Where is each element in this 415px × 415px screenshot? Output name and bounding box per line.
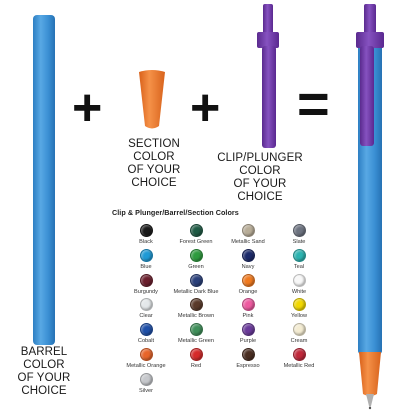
swatch-color-dot — [292, 348, 306, 361]
swatch-color-dot — [292, 273, 306, 287]
swatch-color-name: Green — [188, 263, 204, 270]
swatch-color-dot — [189, 348, 203, 361]
color-swatch-silver: Silver — [107, 372, 185, 394]
clip-caption-line-1: CLIP/PLUNGER — [217, 152, 303, 164]
clip-caption-line-4: CHOICE — [237, 191, 283, 203]
swatch-color-dot — [189, 298, 203, 312]
color-swatch-cobalt: Cobalt — [107, 323, 185, 344]
swatch-color-name: Cobalt — [137, 338, 155, 345]
color-swatch-metallic-dark-blue: Metallic Dark Blue — [157, 273, 235, 295]
color-swatch-forest-green: Forest Green — [157, 224, 235, 245]
clip-plunger-caption: CLIP/PLUNGER COLOR OF YOUR CHOICE — [214, 152, 306, 204]
swatch-color-name: Espresso — [236, 363, 260, 369]
color-swatch-navy: Navy — [209, 248, 287, 270]
swatch-color-dot — [139, 248, 153, 262]
section-caption: SECTION COLOR OF YOUR CHOICE — [116, 138, 192, 190]
swatch-color-name: Metallic Brown — [177, 313, 215, 320]
section-illustration — [139, 70, 165, 129]
color-swatch-metallic-brown: Metallic Brown — [157, 298, 235, 319]
swatch-color-name: Clear — [139, 313, 153, 320]
plus-sign-1: + — [72, 79, 103, 137]
swatch-color-name: White — [291, 288, 307, 295]
clip-caption-line-3: OF YOUR — [233, 178, 287, 190]
assembled-pen-illustration — [356, 4, 384, 410]
barrel-caption-line-2: COLOR — [23, 359, 65, 371]
swatch-color-name: Teal — [293, 263, 305, 270]
color-swatch-metallic-orange: Metallic Orange — [107, 348, 185, 369]
color-swatch-pink: Pink — [209, 298, 287, 319]
color-swatch-purple: Purple — [209, 323, 287, 344]
swatch-color-dot — [292, 248, 306, 262]
swatch-color-name: Slate — [292, 239, 306, 245]
color-swatch-red: Red — [157, 348, 235, 369]
section-caption-line-3: OF YOUR — [127, 164, 181, 176]
color-swatch-black: Black — [107, 224, 185, 245]
swatch-color-name: Blue — [140, 263, 152, 270]
swatch-color-dot — [292, 224, 306, 237]
color-swatch-teal: Teal — [260, 248, 338, 270]
swatch-color-dot — [189, 323, 203, 337]
clip-plunger-illustration — [257, 4, 279, 148]
swatch-color-dot — [189, 273, 203, 287]
color-swatch-metallic-red: Metallic Red — [260, 348, 338, 369]
swatch-color-name: Burgundy — [134, 288, 158, 295]
color-swatch-slate: Slate — [260, 224, 338, 245]
swatch-color-dot — [241, 224, 255, 237]
color-swatch-metallic-green: Metallic Green — [157, 323, 235, 344]
swatch-color-name: Metallic Sand — [231, 239, 265, 245]
swatch-color-dot — [292, 298, 306, 312]
swatch-color-name: Metallic Orange — [126, 363, 166, 369]
section-caption-line-1: SECTION — [128, 138, 180, 150]
clip-caption-line-2: COLOR — [239, 165, 281, 177]
swatch-color-name: Yellow — [291, 313, 307, 320]
swatch-color-dot — [139, 323, 153, 337]
barrel-illustration — [33, 15, 55, 345]
barrel-caption: BARREL COLOR OF YOUR CHOICE — [6, 346, 82, 398]
section-caption-line-2: COLOR — [133, 151, 175, 163]
swatch-color-name: Silver — [139, 387, 153, 394]
swatch-color-name: Metallic Dark Blue — [173, 288, 219, 295]
section-caption-line-4: CHOICE — [131, 177, 177, 189]
color-swatch-metallic-sand: Metallic Sand — [209, 224, 287, 245]
swatch-color-name: Navy — [241, 263, 255, 270]
swatch-color-dot — [139, 273, 153, 287]
swatch-color-name: Metallic Green — [177, 338, 215, 345]
swatch-color-name: Pink — [242, 313, 254, 320]
swatch-color-dot — [292, 323, 306, 337]
barrel-caption-line-1: BARREL — [20, 346, 68, 358]
swatch-color-dot — [189, 248, 203, 262]
swatch-color-dot — [241, 298, 255, 312]
swatch-color-dot — [189, 224, 203, 237]
swatch-color-name: Orange — [238, 288, 258, 295]
equals-sign: = — [297, 72, 330, 135]
swatch-color-name: Purple — [239, 338, 257, 345]
color-swatch-espresso: Espresso — [209, 348, 287, 369]
swatch-color-dot — [241, 273, 255, 287]
color-swatch-cream: Cream — [260, 323, 338, 344]
color-swatch-burgundy: Burgundy — [107, 273, 185, 295]
swatch-color-dot — [241, 248, 255, 262]
color-swatch-yellow: Yellow — [260, 298, 338, 319]
swatch-color-dot — [241, 348, 255, 361]
color-swatch-clear: Clear — [107, 298, 185, 319]
swatch-color-dot — [139, 372, 153, 386]
color-swatch-orange: Orange — [209, 273, 287, 295]
swatch-chart-title: Clip & Plunger/Barrel/Section Colors — [112, 208, 239, 217]
plus-sign-2: + — [190, 79, 221, 137]
swatch-color-name: Red — [190, 363, 202, 369]
color-swatch-green: Green — [157, 248, 235, 270]
color-swatch-white: White — [260, 273, 338, 295]
swatch-color-name: Black — [139, 239, 153, 245]
swatch-color-dot — [139, 298, 153, 312]
swatch-color-name: Cream — [290, 338, 308, 345]
swatch-color-dot — [139, 348, 153, 361]
color-swatch-blue: Blue — [107, 248, 185, 270]
swatch-color-dot — [241, 323, 255, 337]
swatch-color-name: Metallic Red — [283, 363, 315, 369]
swatch-color-name: Forest Green — [179, 239, 213, 245]
barrel-caption-line-4: CHOICE — [21, 385, 67, 397]
swatch-color-dot — [139, 224, 153, 237]
barrel-caption-line-3: OF YOUR — [17, 372, 71, 384]
